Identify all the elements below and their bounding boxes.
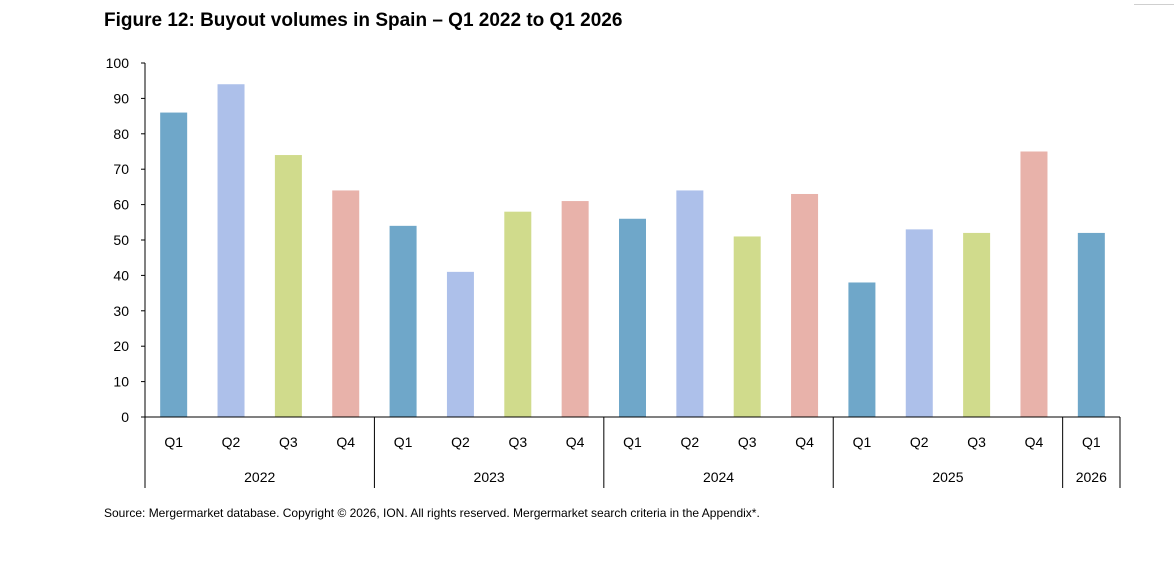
chart-title: Figure 12: Buyout volumes in Spain – Q1 … (104, 10, 623, 31)
y-tick-label: 0 (121, 409, 129, 425)
x-group-label: 2023 (474, 469, 505, 485)
x-axis: Q1 Q2 Q3 Q4 Q1 Q2 Q3 Q4 Q1 Q2 Q3 Q4 Q1 Q2 Q3 Q4 Q1 2022 20… (144, 416, 1121, 488)
x-category-label: Q4 (336, 434, 355, 450)
y-tick-label: 50 (113, 232, 129, 248)
x-group-label: 2026 (1076, 469, 1107, 485)
bar-10 (676, 190, 704, 417)
bar-2 (217, 84, 245, 418)
y-tick-label: 90 (113, 90, 129, 106)
bar-8 (561, 201, 589, 417)
bar-4 (332, 190, 360, 417)
bar-13 (848, 282, 876, 417)
bar-7 (504, 211, 532, 417)
y-tick-label: 70 (113, 161, 129, 177)
x-category-label: Q3 (508, 434, 527, 450)
x-category-label: Q4 (795, 434, 814, 450)
bar-5 (389, 225, 417, 417)
bar-15 (963, 232, 991, 417)
bar-14 (905, 229, 933, 417)
y-tick-label: 80 (113, 126, 129, 142)
x-category-label: Q4 (566, 434, 585, 450)
bar-17 (1077, 232, 1105, 417)
x-category-label: Q1 (394, 434, 413, 450)
y-tick-label: 20 (113, 338, 129, 354)
y-tick-label: 40 (113, 267, 129, 283)
x-group-label: 2025 (932, 469, 963, 485)
x-category-label: Q4 (1025, 434, 1044, 450)
bar-3 (274, 155, 302, 418)
y-tick-label: 30 (113, 303, 129, 319)
x-category-label: Q3 (279, 434, 298, 450)
bar-16 (1020, 151, 1048, 417)
x-category-label: Q2 (451, 434, 470, 450)
x-group-label: 2024 (703, 469, 734, 485)
bar-12 (791, 193, 819, 417)
x-category-label: Q1 (1082, 434, 1101, 450)
x-category-label: Q3 (967, 434, 986, 450)
x-category-label: Q1 (164, 434, 183, 450)
x-group-label: 2022 (244, 469, 275, 485)
bars (160, 84, 1105, 418)
bar-6 (446, 271, 474, 417)
bar-11 (733, 236, 761, 417)
y-tick-label: 10 (113, 374, 129, 390)
x-category-label: Q3 (738, 434, 757, 450)
x-category-label: Q2 (681, 434, 700, 450)
x-category-label: Q1 (853, 434, 872, 450)
x-category-label: Q1 (623, 434, 642, 450)
source-note: Source: Mergermarket database. Copyright… (104, 506, 760, 520)
corner-mark (1134, 0, 1174, 5)
x-category-label: Q2 (222, 434, 241, 450)
y-axis-ticks: 0 10 20 30 40 50 60 70 80 90 100 (106, 55, 146, 425)
y-tick-label: 100 (106, 55, 130, 71)
bar-1 (160, 112, 188, 417)
y-tick-label: 60 (113, 197, 129, 213)
bar-9 (619, 218, 646, 417)
x-category-label: Q2 (910, 434, 929, 450)
